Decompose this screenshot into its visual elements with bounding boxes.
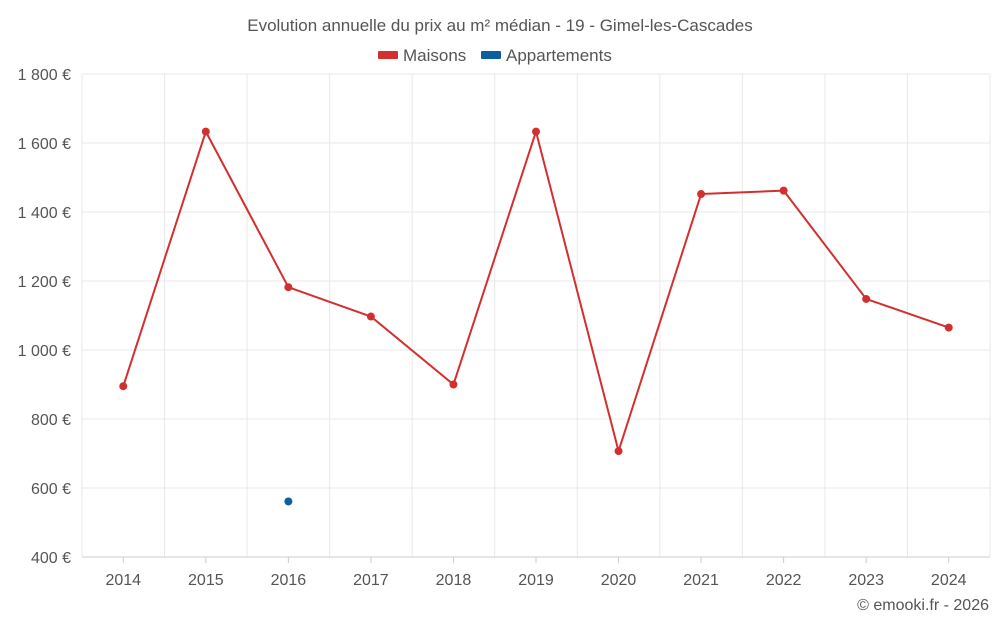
- x-tick-label: 2016: [271, 572, 307, 589]
- x-tick-label: 2017: [353, 572, 389, 589]
- legend-item-appartements[interactable]: Appartements: [481, 46, 612, 65]
- y-tick-label: 1 000 €: [18, 343, 71, 360]
- data-point-maisons[interactable]: [614, 447, 623, 456]
- x-tick-label: 2019: [518, 572, 554, 589]
- x-tick-label: 2023: [848, 572, 884, 589]
- y-axis: 400 € 600 € 800 € 1 000 € 1 200 € 1 400 € 1 60…: [18, 67, 71, 567]
- x-tick-label: 2024: [931, 572, 967, 589]
- x-tick-label: 2020: [601, 572, 637, 589]
- legend-swatch-appartements: [481, 51, 501, 59]
- data-point-maisons[interactable]: [366, 312, 375, 321]
- x-tick-label: 2021: [683, 572, 719, 589]
- data-point-maisons[interactable]: [697, 190, 706, 199]
- x-tick-label: 2022: [766, 572, 802, 589]
- data-point-maisons[interactable]: [284, 283, 293, 292]
- y-tick-label: 1 600 €: [18, 136, 71, 153]
- legend-item-maisons[interactable]: Maisons: [378, 46, 466, 65]
- series-group: [119, 127, 953, 506]
- legend-label-appartements: Appartements: [506, 46, 612, 65]
- y-tick-label: 400 €: [31, 550, 71, 567]
- data-point-appartements[interactable]: [284, 497, 293, 506]
- data-point-maisons[interactable]: [944, 323, 953, 332]
- x-tick-label: 2018: [436, 572, 472, 589]
- credit-text: © emooki.fr - 2026: [857, 597, 989, 614]
- x-tick-label: 2015: [188, 572, 224, 589]
- y-tick-label: 1 800 €: [18, 67, 71, 84]
- legend: Maisons Appartements: [378, 46, 612, 65]
- y-tick-label: 1 400 €: [18, 205, 71, 222]
- data-point-maisons[interactable]: [862, 294, 871, 303]
- chart-title: Evolution annuelle du prix au m² médian …: [247, 16, 753, 35]
- legend-label-maisons: Maisons: [403, 46, 466, 65]
- legend-swatch-maisons: [378, 51, 398, 59]
- data-point-maisons[interactable]: [449, 380, 458, 389]
- data-point-maisons[interactable]: [779, 186, 788, 195]
- y-tick-label: 800 €: [31, 412, 71, 429]
- x-tick-label: 2014: [105, 572, 141, 589]
- y-tick-label: 600 €: [31, 481, 71, 498]
- data-point-maisons[interactable]: [532, 127, 540, 136]
- y-tick-label: 1 200 €: [18, 274, 71, 291]
- data-point-maisons[interactable]: [201, 127, 210, 136]
- gridlines: [81, 73, 991, 557]
- data-point-maisons[interactable]: [119, 382, 128, 391]
- x-axis: 2014 2015 2016 2017 2018 2019 2020 2021 2022 2023…: [82, 556, 990, 589]
